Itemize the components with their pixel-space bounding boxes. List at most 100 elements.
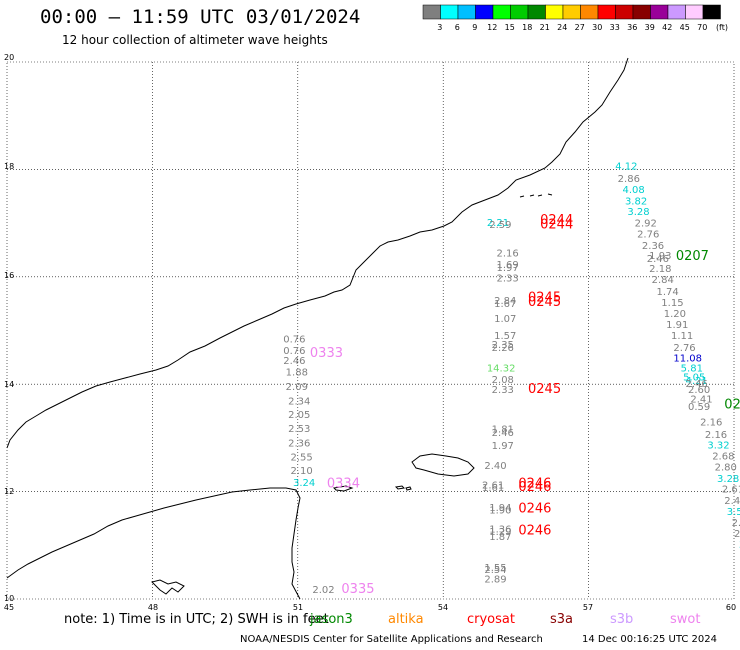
lon-tick-48: 48 <box>147 603 159 612</box>
legend-swatch <box>492 4 511 20</box>
wave-height-value: 1.36 <box>489 524 511 535</box>
legend-label: 33 <box>610 23 620 32</box>
wave-height-value: 2.41 <box>690 394 712 405</box>
wave-height-value: 2.21 <box>487 218 509 229</box>
legend-swatch <box>685 4 704 20</box>
grid-lines <box>7 62 734 599</box>
legend-swatch <box>667 4 686 20</box>
wave-height-value: 2.35 <box>492 340 514 351</box>
legend-swatch <box>475 4 494 20</box>
wave-height-legend: 3 6 9 12 15 18 21 24 27 30 33 36 39 42 45 70 (ft) <box>422 4 732 38</box>
legend-swatch <box>702 4 721 20</box>
wave-height-value: 2.02 <box>312 585 334 596</box>
lon-tick-45: 45 <box>3 603 15 612</box>
coastline-somalia <box>6 487 301 600</box>
wave-height-value: 2.59 <box>489 220 511 231</box>
legend-swatch <box>457 4 476 20</box>
legend-label: 3 <box>437 23 442 32</box>
wave-height-value: 5.81 <box>681 363 703 374</box>
wave-height-value: 2.10 <box>291 466 313 477</box>
wave-height-value: 1.97 <box>497 263 519 274</box>
wave-height-value: 1.57 <box>494 331 516 342</box>
coastline-arabia <box>6 57 629 449</box>
lat-tick-20: 20 <box>4 53 15 62</box>
lat-tick-14: 14 <box>4 380 15 389</box>
wave-height-value: 2.61 <box>482 480 504 491</box>
observations-layer: 0.760.762.461.882.092.342.052.532.362.55… <box>283 161 740 597</box>
satellite-s3b: s3b <box>610 612 634 627</box>
wave-height-value: 2.61 <box>722 485 740 496</box>
islet-1 <box>394 485 406 490</box>
wave-height-value: 2.92 <box>635 218 657 229</box>
legend-swatch <box>597 4 616 20</box>
coastline <box>6 57 629 600</box>
wave-height-value: 1.91 <box>666 320 688 331</box>
wave-height-value: 0.76 <box>283 346 305 357</box>
wave-height-value: 2.54 <box>484 565 506 576</box>
legend-swatch <box>580 4 599 20</box>
wave-height-value: 3.28 <box>717 474 739 485</box>
wave-height-value: 5.05 <box>683 372 705 383</box>
wave-height-value: 2.60 <box>688 385 710 396</box>
wave-height-value: 1.20 <box>664 309 686 320</box>
wave-height-value: 2.40 <box>724 496 740 507</box>
pass-time-label: 0335 <box>341 582 374 597</box>
pass-time-label: 0245 <box>528 295 561 310</box>
legend-label: 42 <box>662 23 672 32</box>
wave-height-value: 2.16 <box>700 418 722 429</box>
wave-height-value: 1.69 <box>497 260 519 271</box>
wave-height-value: 4.21 <box>686 376 708 387</box>
legend-label: 30 <box>592 23 602 32</box>
wave-height-value: 2.09 <box>286 382 308 393</box>
footnote: note: 1) Time is in UTC; 2) SWH is in fe… <box>64 612 329 627</box>
islet-2 <box>405 486 412 491</box>
wave-height-value: 1.15 <box>661 298 683 309</box>
wave-height-value: 1.67 <box>494 299 516 310</box>
legend-swatch <box>510 4 529 20</box>
wave-height-value: 2.46 <box>686 379 708 390</box>
legend-unit: (ft) <box>716 23 728 32</box>
wave-height-value: 1.81 <box>492 425 514 436</box>
wave-height-value: 2.84 <box>734 529 740 540</box>
wave-height-value: 3.29 <box>739 540 740 551</box>
wave-height-value: 2.05 <box>288 410 310 421</box>
wave-height-value: 2.89 <box>484 574 506 585</box>
wave-height-value: 2.34 <box>288 397 310 408</box>
islet-3 <box>332 485 354 492</box>
wave-height-value: 3.28 <box>627 207 649 218</box>
wave-height-value: 1.29 <box>489 527 511 538</box>
lon-tick-60: 60 <box>725 603 737 612</box>
wave-height-value: 1.90 <box>489 506 511 517</box>
wave-height-value: 1.55 <box>484 563 506 574</box>
lat-tick-16: 16 <box>4 271 15 280</box>
coastline-bottom-left <box>151 579 185 595</box>
legend-swatch <box>562 4 581 20</box>
legend-label: 9 <box>472 23 477 32</box>
legend-label: 18 <box>522 23 532 32</box>
satellite-s3a: s3a <box>550 612 574 627</box>
wave-height-value: 2.84 <box>652 275 674 286</box>
wave-height-value: 4.12 <box>615 161 637 172</box>
pass-time-label: 0245 <box>528 291 561 306</box>
wave-height-value: 2.33 <box>492 385 514 396</box>
credit-line: NOAA/NESDIS Center for Satellite Applica… <box>240 634 543 645</box>
satellite-swot: swot <box>670 612 701 627</box>
wave-height-value: 2.76 <box>673 343 695 354</box>
legend-colorbar: 3 6 9 12 15 18 21 24 27 30 33 36 39 42 45 70 (ft) <box>422 4 728 32</box>
wave-height-value: 2.08 <box>492 375 514 386</box>
wave-height-value: 1.94 <box>489 503 511 514</box>
map-frame <box>6 61 735 600</box>
wave-height-value: 2.16 <box>705 430 727 441</box>
wave-height-value: 2.53 <box>288 424 310 435</box>
wave-height-value: 2.68 <box>712 451 734 462</box>
satellite-altika: altika <box>388 612 424 627</box>
generation-timestamp: 14 Dec 00:16:25 UTC 2024 <box>582 634 717 645</box>
wave-height-value: 2.80 <box>715 463 737 474</box>
wave-height-value: 14.32 <box>487 363 516 374</box>
legend-swatch <box>440 4 459 20</box>
wave-height-value: 3.32 <box>707 441 729 452</box>
pass-time-label: 0244 <box>540 213 573 228</box>
legend-label: 21 <box>540 23 550 32</box>
map-title: 00:00 – 11:59 UTC 03/01/2024 <box>40 6 361 28</box>
lon-tick-54: 54 <box>437 603 449 612</box>
